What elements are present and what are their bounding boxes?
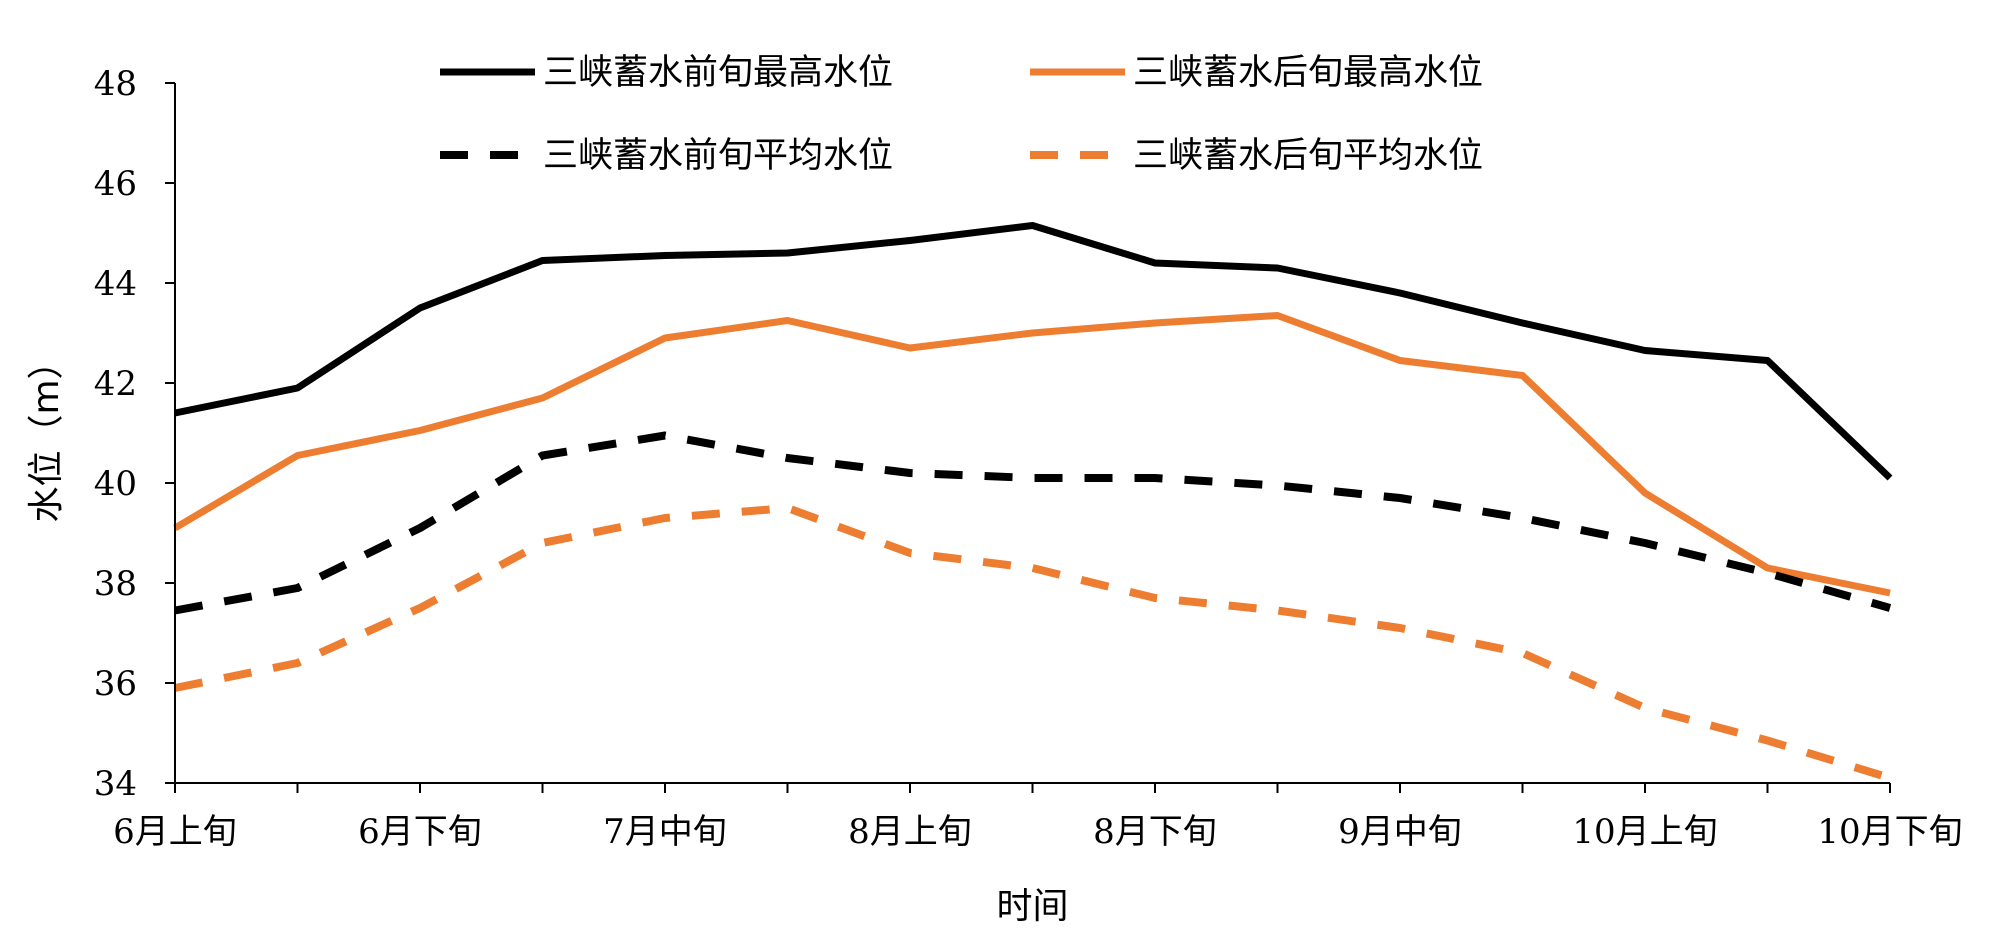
series-line-3 xyxy=(174,431,1892,615)
y-tick-label: 40 xyxy=(94,464,137,504)
x-tick-label: 7月中旬 xyxy=(603,812,727,852)
y-tick-label: 34 xyxy=(94,764,137,804)
y-tick-label: 48 xyxy=(94,64,137,104)
axes-layer xyxy=(174,83,1890,784)
legend-label-2: 三峡蓄水后旬最高水位 xyxy=(1133,53,1483,93)
y-tick-label: 46 xyxy=(94,164,137,204)
y-tick-label: 38 xyxy=(94,564,137,604)
x-tick-label: 8月上旬 xyxy=(848,812,972,852)
series-line-2 xyxy=(173,312,1891,597)
x-tick-label: 8月下旬 xyxy=(1093,812,1217,852)
x-tick-label: 10月下旬 xyxy=(1817,812,1962,852)
y-tick-label: 44 xyxy=(94,264,137,304)
legend-label-1: 三峡蓄水前旬最高水位 xyxy=(543,53,893,93)
x-ticks: 6月上旬 6月下旬 7月中旬 8月上旬 8月下旬 9月中旬 10月上旬 10月下旬 xyxy=(113,783,1963,852)
y-axis-title: 水位（m） xyxy=(26,343,67,522)
legend-label-4: 三峡蓄水后旬平均水位 xyxy=(1133,136,1483,176)
x-axis-title: 时间 xyxy=(996,886,1068,927)
series-line-1 xyxy=(174,222,1893,481)
y-ticks: 34 36 38 40 42 44 46 48 xyxy=(94,64,175,804)
x-tick-label: 10月上旬 xyxy=(1572,812,1717,852)
series-line-4 xyxy=(174,504,1892,782)
series-layer xyxy=(173,222,1893,782)
x-tick-label: 6月下旬 xyxy=(358,812,482,852)
x-tick-label: 6月上旬 xyxy=(113,812,237,852)
y-tick-label: 42 xyxy=(94,364,137,404)
x-tick-label: 9月中旬 xyxy=(1338,812,1462,852)
legend-label-3: 三峡蓄水前旬平均水位 xyxy=(543,136,893,176)
y-tick-label: 36 xyxy=(94,664,137,704)
